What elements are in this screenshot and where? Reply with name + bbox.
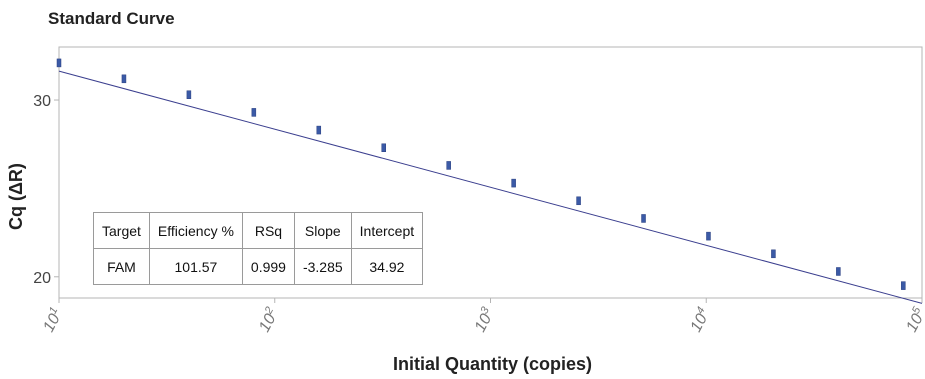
data-point [511, 178, 516, 188]
data-point [576, 196, 581, 206]
stats-intercept-value: 34.92 [350, 248, 424, 285]
data-point [316, 125, 322, 135]
chart-title: Standard Curve [48, 9, 175, 28]
stats-header-intercept: Intercept [350, 212, 424, 249]
x-tick-label: 104 [686, 305, 714, 335]
data-point [121, 74, 127, 84]
data-point [771, 249, 776, 259]
stats-rsq-value: 0.999 [241, 248, 295, 285]
stats-table: Target Efficiency % RSq Slope Intercept … [93, 212, 424, 285]
y-tick-label: 20 [33, 270, 51, 287]
stats-target-value: FAM [93, 248, 150, 285]
y-tick-label: 30 [33, 93, 51, 110]
x-tick-label: 101 [39, 305, 67, 335]
data-point [56, 58, 62, 68]
stats-slope-value: -3.285 [293, 248, 352, 285]
x-tick-label: 105 [902, 304, 925, 335]
stats-header-target: Target [93, 212, 150, 249]
stats-value-row: FAM 101.57 0.999 -3.285 34.92 [93, 248, 424, 285]
data-point [446, 161, 451, 170]
data-point [186, 90, 192, 99]
data-point [251, 108, 257, 117]
stats-header-slope: Slope [293, 212, 352, 249]
x-axis-label: Initial Quantity (copies) [392, 354, 593, 374]
fit-line [58, 70, 923, 304]
x-tick-label: 103 [470, 304, 498, 335]
data-point [641, 214, 646, 223]
data-point [706, 231, 711, 241]
stats-header-rsq: RSq [241, 212, 295, 249]
data-point [901, 281, 906, 290]
data-point [381, 143, 386, 153]
y-axis-label: Cq (ΔR) [6, 163, 26, 230]
x-tick-label: 102 [254, 305, 282, 335]
stats-header-efficiency: Efficiency % [148, 212, 243, 249]
data-point [836, 267, 841, 276]
stats-header-row: Target Efficiency % RSq Slope Intercept [93, 212, 424, 249]
stats-efficiency-value: 101.57 [148, 248, 243, 285]
